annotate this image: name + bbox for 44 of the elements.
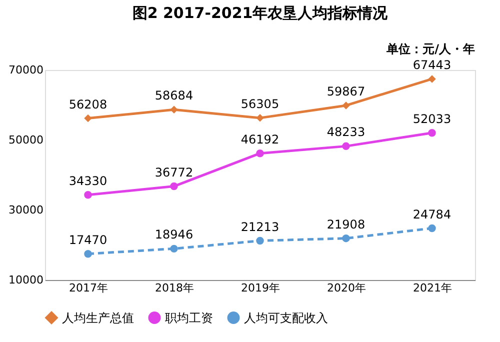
data-label: 52033 xyxy=(412,112,452,126)
point xyxy=(428,224,436,232)
y-tick-label: 50000 xyxy=(8,134,44,146)
data-label: 58684 xyxy=(154,88,194,103)
x-tick-label: 2017年 xyxy=(69,282,108,294)
x-tick-label: 2018年 xyxy=(155,282,194,294)
data-label: 21213 xyxy=(240,220,280,234)
data-label: 56305 xyxy=(240,96,280,111)
point xyxy=(342,102,350,110)
point xyxy=(256,236,264,245)
point xyxy=(342,142,350,150)
data-label: 24784 xyxy=(412,207,452,222)
x-tick-label: 2021年 xyxy=(413,282,452,294)
point xyxy=(84,190,92,199)
point xyxy=(84,114,92,122)
point xyxy=(84,250,92,258)
data-label: 48233 xyxy=(326,125,366,140)
y-tick-label: 30000 xyxy=(8,204,44,216)
y-tick-label: 70000 xyxy=(8,64,44,76)
legend-label: 职均工资 xyxy=(165,310,213,325)
point xyxy=(170,106,178,114)
point xyxy=(428,75,436,83)
text: 单位：元/人・年 xyxy=(386,42,475,56)
data-label: 21908 xyxy=(326,217,366,232)
point xyxy=(170,182,178,190)
data-label: 34330 xyxy=(68,174,108,188)
legend-label: 人均可支配收入 xyxy=(244,310,328,325)
point xyxy=(428,129,436,137)
data-label: 46192 xyxy=(240,132,280,146)
data-label: 59867 xyxy=(326,84,366,98)
y-tick-label: 10000 xyxy=(8,274,44,286)
data-label: 67443 xyxy=(412,58,452,72)
x-tick-label: 2020年 xyxy=(327,282,366,294)
point xyxy=(256,114,264,122)
point xyxy=(342,234,350,242)
data-label: 56208 xyxy=(68,97,108,112)
x-tick-label: 2019年 xyxy=(241,282,280,294)
legend-label: 人均生产总值 xyxy=(62,310,134,325)
data-label: 17470 xyxy=(68,232,108,247)
point xyxy=(170,244,178,253)
data-label: 18946 xyxy=(154,228,194,242)
chart-title: 图2 2017-2021年农垦人均指标情况 xyxy=(132,4,389,22)
point xyxy=(256,149,264,158)
data-label: 36772 xyxy=(154,165,194,180)
